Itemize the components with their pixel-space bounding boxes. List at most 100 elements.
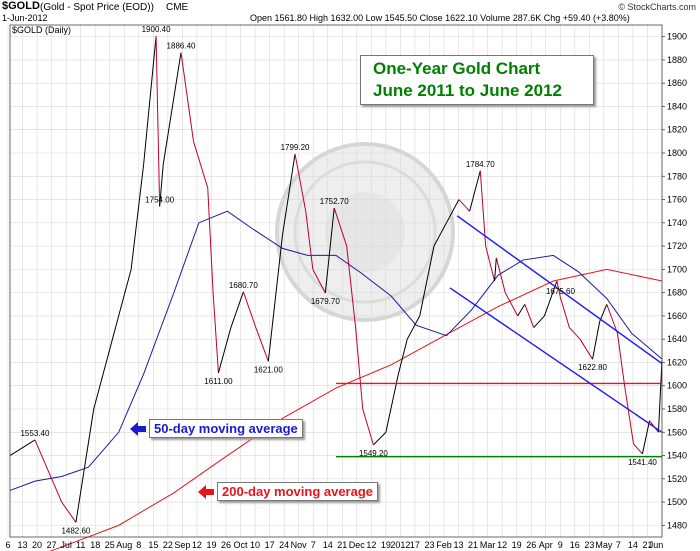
price-label: 1752.70: [320, 197, 349, 206]
y-tick-label: 1740: [667, 218, 687, 228]
price-label: 1553.40: [20, 429, 49, 438]
price-segment: [9, 439, 36, 456]
price-segment: [230, 291, 244, 328]
y-tick-label: 1520: [667, 474, 687, 484]
ma50-callout-label: 50-day moving average: [149, 419, 303, 438]
plot-frame: [9, 24, 663, 538]
price-label: 1900.40: [142, 25, 171, 34]
x-tick-label: May: [595, 540, 613, 550]
price-segment: [494, 257, 497, 282]
y-tick-label: 1580: [667, 404, 687, 414]
price-segment: [657, 359, 663, 433]
x-tick-label: 12: [366, 540, 376, 550]
chart-symbol: $GOLD: [2, 0, 40, 12]
y-tick-label: 1620: [667, 357, 687, 367]
price-label: 1679.70: [311, 297, 340, 306]
price-segment: [207, 187, 214, 293]
y-tick-label: 1480: [667, 520, 687, 530]
price-segment: [633, 443, 643, 455]
price-segment: [524, 304, 535, 328]
price-segment: [559, 297, 570, 328]
x-tick-label: 26: [526, 540, 536, 550]
price-segment: [355, 327, 364, 410]
chart-title-box: One-Year Gold Chart June 2011 to June 20…: [360, 55, 594, 105]
price-segment: [458, 199, 470, 212]
trend-lines: [336, 215, 663, 458]
x-tick-label: Dec: [349, 540, 366, 550]
price-segment: [333, 207, 348, 247]
price-segment: [212, 292, 219, 373]
x-tick-label: 14: [628, 540, 638, 550]
price-segment: [305, 211, 314, 270]
price-segment: [180, 52, 194, 142]
y-tick-label: 1660: [667, 311, 687, 321]
price-segment: [217, 327, 232, 374]
x-tick-label: 13: [454, 540, 464, 550]
y-tick-label: 1760: [667, 195, 687, 205]
y-tick-label: 1500: [667, 497, 687, 507]
price-label: 1611.00: [204, 377, 233, 386]
y-tick-label: 1720: [667, 241, 687, 251]
ma200-callout: 200-day moving average: [198, 482, 379, 502]
price-segment: [406, 315, 421, 340]
price-labels: 1553.40 1482.60 1900.40 1754.00 1886.40 1611.…: [20, 25, 657, 535]
chart-ohlc-readout: Open 1561.80 High 1632.00 Low 1545.50 Cl…: [250, 13, 630, 23]
price-segment: [504, 292, 519, 317]
x-tick-label: 2012: [390, 540, 410, 550]
price-segment: [533, 315, 545, 328]
x-tick-label: 12: [497, 540, 507, 550]
x-tick-label: 27: [47, 540, 57, 550]
x-tick-label: 17: [410, 540, 420, 550]
price-segment: [159, 164, 164, 207]
y-tick-label: 1600: [667, 381, 687, 391]
price-label: 1680.70: [229, 281, 258, 290]
x-tick-label: 16: [570, 540, 580, 550]
price-segment: [312, 269, 326, 294]
chart-date: 1-Jun-2012: [2, 13, 48, 23]
price-segment: [419, 245, 435, 317]
watermark-coin-center: [325, 192, 405, 272]
price-segment: [517, 304, 526, 317]
x-tick-label: 15: [148, 540, 158, 550]
x-tick-label: 7: [311, 540, 316, 550]
chart-title-line1: One-Year Gold Chart: [373, 59, 541, 78]
price-segment: [193, 141, 209, 189]
chart-title-line2: June 2011 to June 2012: [373, 81, 562, 100]
y-tick-label: 1820: [667, 125, 687, 135]
left-arrow-icon: [138, 425, 146, 432]
x-tick-label: Apr: [539, 540, 553, 550]
x-tick-label: Feb: [436, 540, 452, 550]
price-segment: [373, 431, 387, 446]
price-segment: [485, 245, 496, 282]
x-tick-label: Oct: [234, 540, 249, 550]
y-tick-label: 1540: [667, 451, 687, 461]
x-tick-label: 19: [512, 540, 522, 550]
x-tick-label: Aug: [116, 540, 132, 550]
x-tick-label: 18: [90, 540, 100, 550]
price-label: 1886.40: [167, 41, 196, 50]
x-tick-label: 14: [323, 540, 333, 550]
x-tick-label: 26: [221, 540, 231, 550]
price-label: 1784.70: [466, 160, 495, 169]
y-tick-label: 1700: [667, 264, 687, 274]
price-label: 1541.40: [628, 458, 657, 467]
stockcharts-watermark: [275, 142, 455, 322]
x-tick-label: 24: [279, 540, 289, 550]
price-segment: [105, 315, 120, 363]
x-tick-label: 11: [76, 540, 85, 550]
price-segment: [155, 36, 161, 207]
price-segment: [495, 257, 506, 293]
price-segment: [616, 333, 626, 386]
x-tick-label: 25: [105, 540, 115, 550]
x-tick-label: Jun: [649, 540, 664, 550]
x-tick-label: 21: [337, 540, 347, 550]
price-segment: [346, 246, 357, 328]
ma200-series-line: [49, 268, 663, 551]
x-tick-label: 21: [468, 540, 478, 550]
price-label: 1482.60: [61, 526, 90, 535]
price-segment: [362, 408, 374, 445]
price-segment: [641, 420, 651, 455]
y-tick-label: 1860: [667, 78, 687, 88]
price-segment: [130, 164, 145, 270]
